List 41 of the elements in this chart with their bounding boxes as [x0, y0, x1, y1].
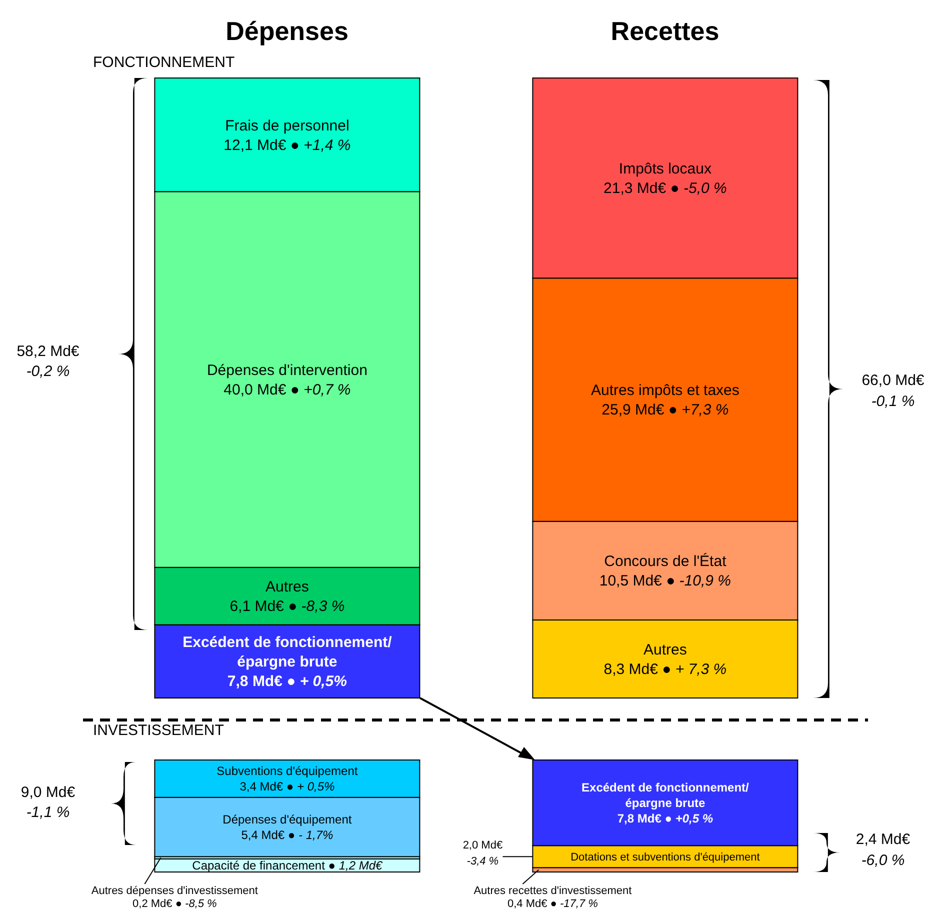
data-label: 25,9 Md€ ● +7,3 %	[602, 402, 729, 419]
data-label: 3,4 Md€ ● + 0,5%	[240, 780, 336, 794]
text: -0,1 %	[871, 393, 915, 410]
data-label: 40,0 Md€ ● +0,7 %	[224, 382, 351, 399]
x-tick-label: Recettes	[610, 16, 720, 46]
text: -1,1 %	[26, 804, 70, 821]
series-label: Subventions d'équipement	[216, 764, 358, 778]
data-label: 7,8 Md€ ● +0,5 %	[617, 812, 714, 826]
series-label: Autres	[266, 578, 309, 596]
chart-title: FONCTIONNEMENT	[93, 54, 235, 71]
data-label: 0,2 Md€ ● -8,5 %	[132, 898, 218, 910]
series-label: Frais de personnel	[225, 117, 350, 134]
text: -6,0 %	[861, 852, 905, 869]
data-label: 10,5 Md€ ● -10,9 %	[599, 572, 732, 590]
data-label: Capacité de financement ● 1,2 Md€	[192, 858, 384, 873]
text: 9,0 Md€	[20, 784, 76, 801]
data-label: 21,3 Md€ ● -5,0 %	[604, 180, 727, 198]
data-label: 12,1 Md€ ● +1,4 %	[224, 136, 351, 154]
data-label: 6,1 Md€ ● -8,3 %	[230, 598, 345, 616]
series-label: Excédent de fonctionnement/ épargne brute	[582, 780, 750, 810]
data-label: 2,0 Md€ -3,4 %	[462, 840, 503, 868]
series-label: Autres	[644, 642, 687, 659]
series-label: Autres recettes d'investissement	[474, 885, 632, 897]
text: 58,2 Md€	[16, 343, 80, 360]
data-label: 5,4 Md€ ● - 1,7%	[241, 828, 334, 842]
series-label: Concours de l'État	[604, 552, 728, 570]
data-label: 0,4 Md€ ● -17,7 %	[507, 898, 598, 910]
x-tick-label: Dépenses	[226, 16, 348, 46]
data-label: 7,8 Md€ ● + 0,5%	[227, 673, 347, 690]
text: 2,4 Md€	[856, 831, 911, 848]
text: Autres dépenses d'investissement	[91, 885, 258, 897]
series-label: Autres impôts et taxes	[590, 382, 740, 400]
series-label: Impôts locaux	[618, 160, 712, 178]
chart-title: INVESTISSEMENT	[93, 722, 224, 739]
data-label: 8,3 Md€ ● + 7,3 %	[604, 661, 727, 678]
series-label: Dotations et subventions d'équipement	[570, 852, 760, 864]
text: -0,2 %	[26, 363, 70, 380]
text: 66,0 Md€	[862, 372, 925, 389]
series-label: Dépenses d'intervention	[206, 362, 368, 380]
series-label: Excédent de fonctionnement/ épargne brute	[182, 634, 393, 671]
series-label: Dépenses d'équipement	[222, 812, 352, 826]
